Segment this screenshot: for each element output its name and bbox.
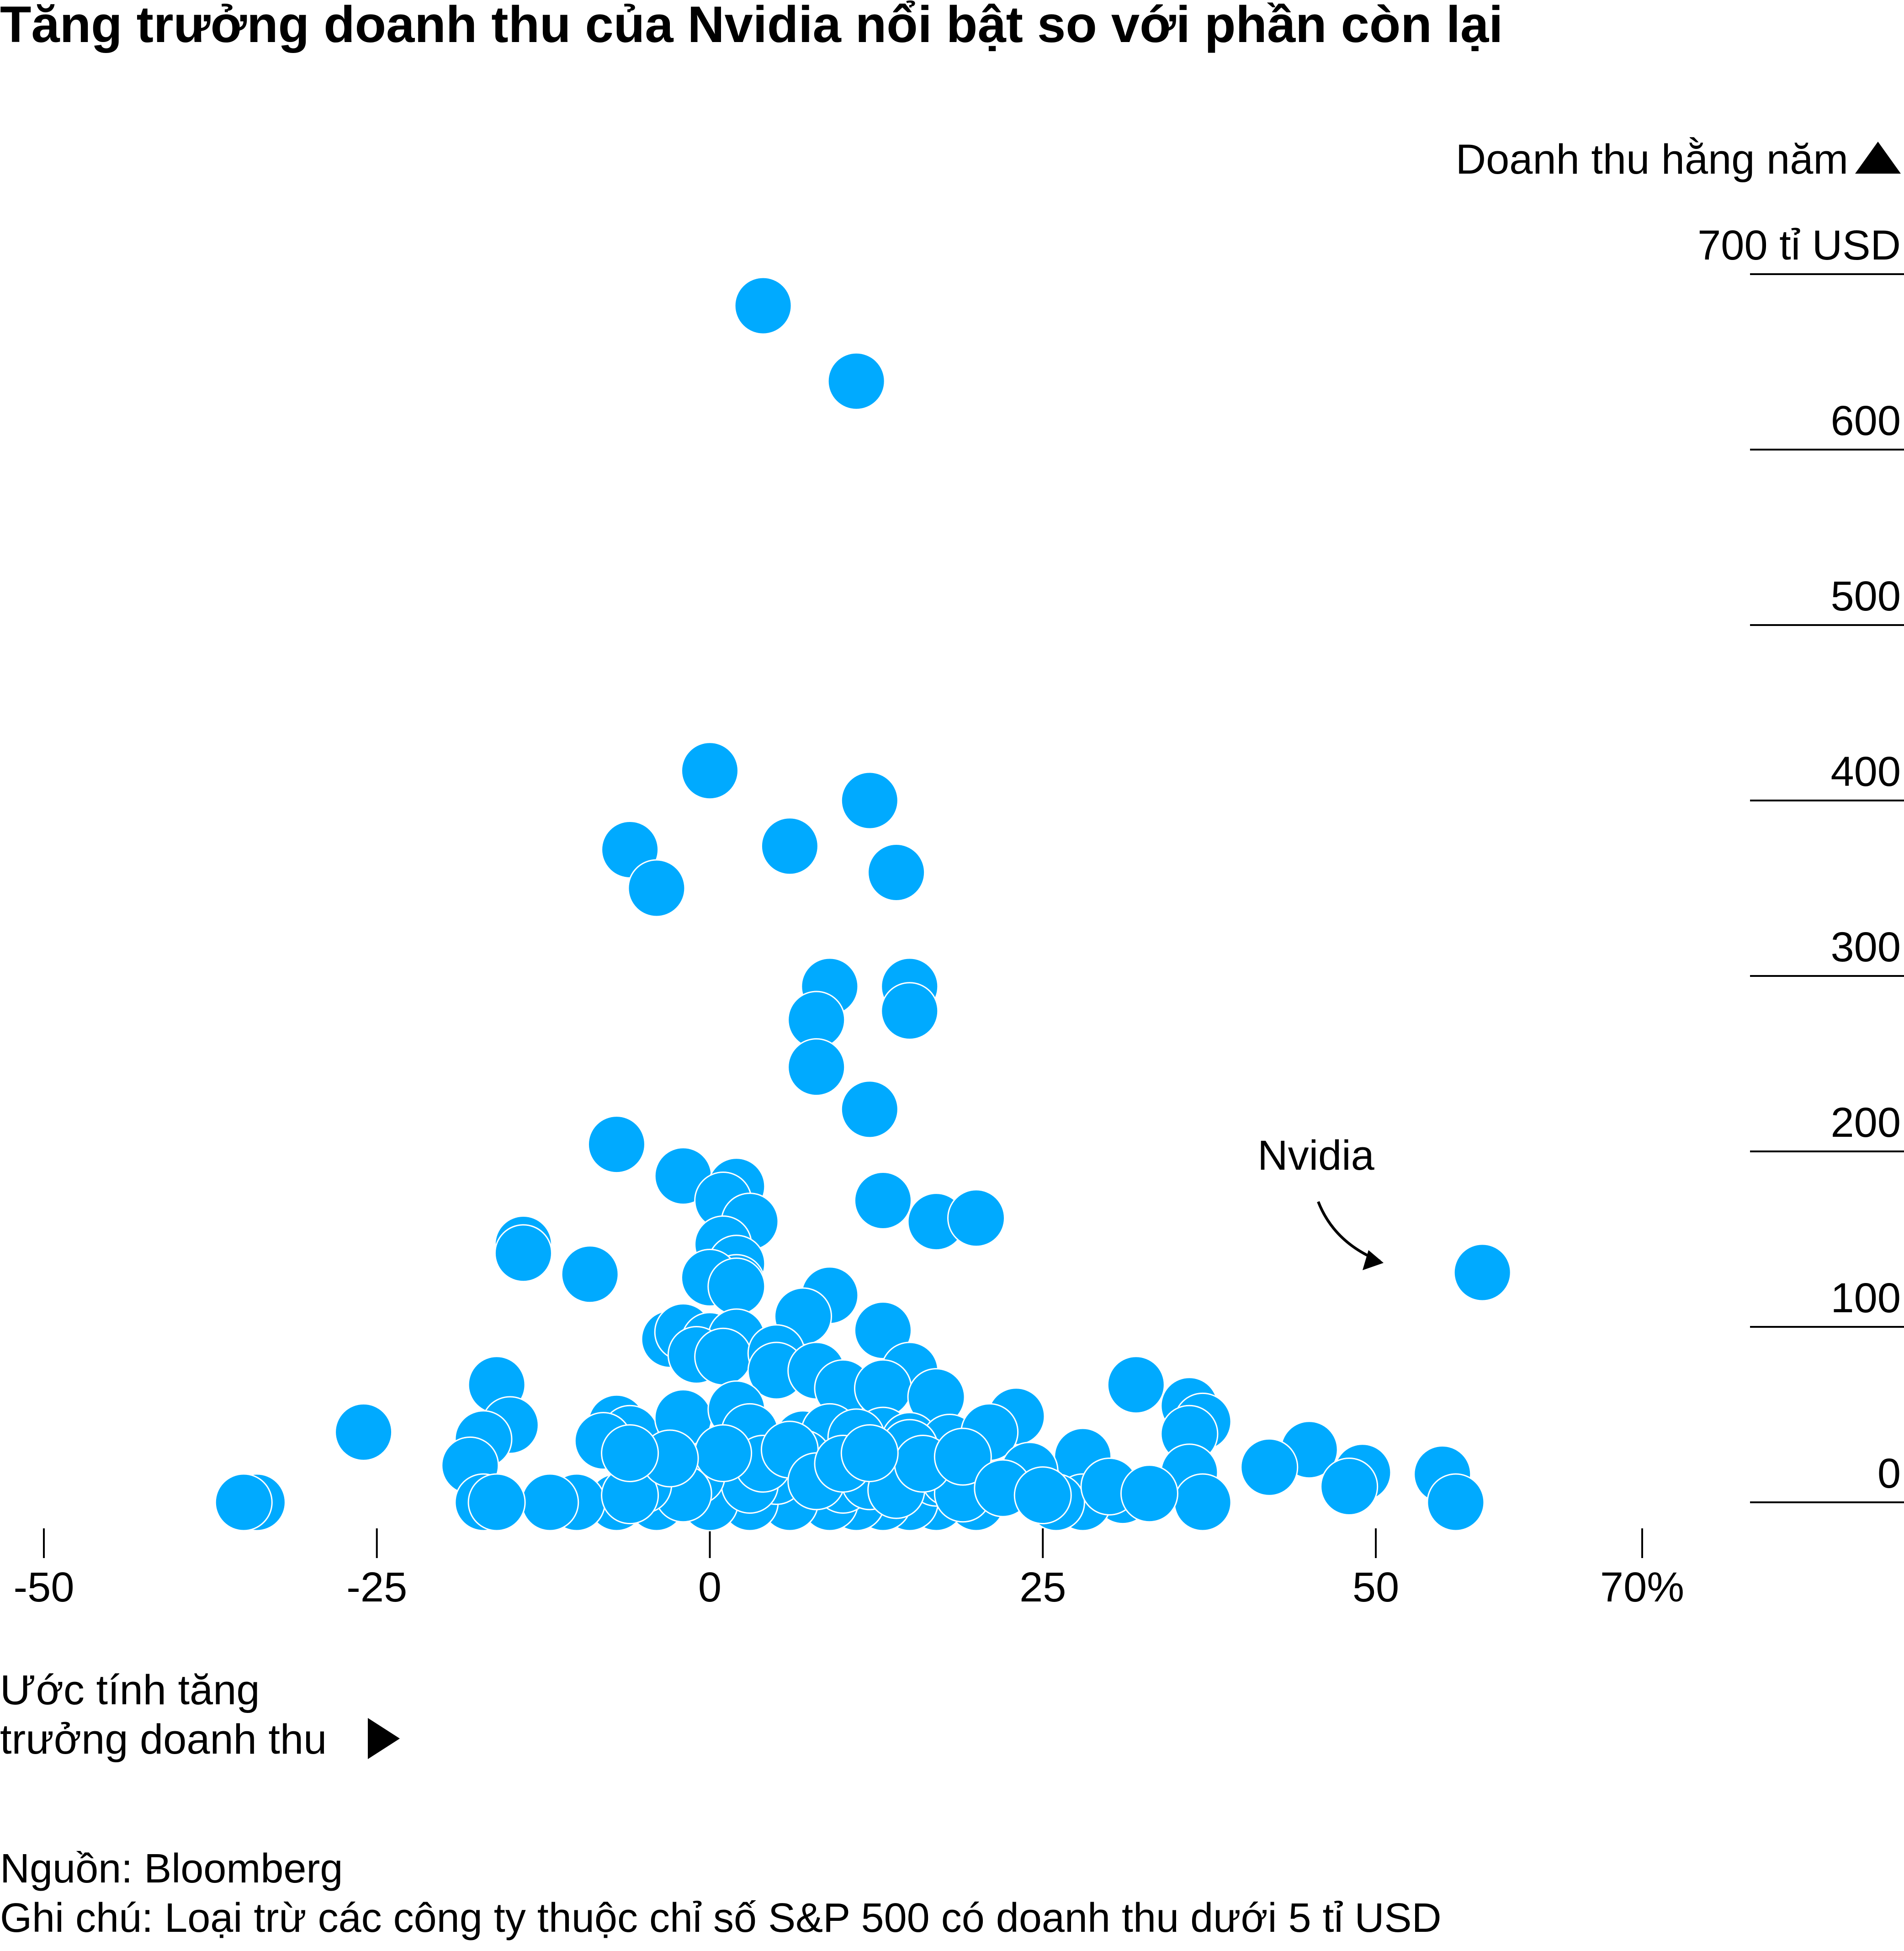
nvidia-annotation: Nvidia	[1257, 1132, 1384, 1270]
company-point	[1013, 1466, 1072, 1525]
company-point	[521, 1473, 579, 1532]
y-axis-title: Doanh thu hằng năm	[1456, 136, 1848, 183]
y-tick-label: 700 tỉ USD	[1697, 222, 1901, 269]
y-tick-label: 500	[1831, 573, 1901, 620]
company-point	[734, 276, 792, 335]
chart-title: Tăng trưởng doanh thu của Nvidia nổi bật…	[0, 0, 1503, 53]
x-axis-title-line-2: trưởng doanh thu	[0, 1716, 327, 1763]
x-axis-right-arrow-icon	[368, 1718, 400, 1759]
company-point	[681, 742, 739, 800]
company-point	[1240, 1438, 1299, 1496]
y-tick-label: 200	[1831, 1099, 1901, 1146]
x-tick-label: 50	[1352, 1564, 1399, 1611]
company-point	[627, 859, 686, 917]
x-tick-label: 25	[1019, 1564, 1066, 1611]
company-point	[1107, 1356, 1165, 1414]
company-point	[1173, 1473, 1232, 1532]
y-tick-labels: 0 100 200 300 400 500 600 700 tỉ USD	[1697, 222, 1901, 1497]
source-note: Nguồn: Bloomberg	[0, 1846, 343, 1892]
x-tick-label: 70%	[1600, 1564, 1684, 1611]
company-point	[1120, 1464, 1178, 1523]
company-point	[1427, 1473, 1485, 1532]
nvidia-arrowhead-icon	[1363, 1250, 1384, 1270]
company-point	[840, 771, 899, 830]
y-tick-label: 400	[1831, 748, 1901, 795]
company-point	[694, 1424, 753, 1482]
company-point	[840, 1080, 899, 1139]
company-point	[214, 1473, 273, 1532]
nvidia-label: Nvidia	[1257, 1132, 1374, 1179]
company-point	[561, 1245, 619, 1304]
company-point	[947, 1189, 1005, 1247]
x-tick-label: 0	[698, 1564, 721, 1611]
y-axis-up-arrow-icon	[1855, 142, 1901, 174]
company-point	[334, 1403, 393, 1461]
x-tick-labels: -50 -25 0 25 50 70%	[14, 1564, 1685, 1611]
company-point	[933, 1427, 992, 1486]
company-point	[880, 982, 939, 1040]
company-point	[587, 1115, 646, 1174]
y-tick-label: 300	[1831, 924, 1901, 970]
company-point	[601, 1424, 659, 1482]
nvidia-point	[1453, 1243, 1512, 1302]
company-point	[467, 1473, 526, 1532]
company-point	[494, 1224, 552, 1283]
y-tick-label: 0	[1877, 1450, 1901, 1497]
company-point	[840, 1424, 899, 1482]
y-tick-label: 100	[1831, 1275, 1901, 1321]
x-axis-title-line-1: Ước tính tăng	[0, 1667, 260, 1713]
company-point	[707, 1257, 766, 1316]
company-points	[214, 276, 1512, 1532]
x-tick-label: -25	[346, 1564, 407, 1611]
x-tick-label: -50	[14, 1564, 74, 1611]
x-axis-ticks	[43, 1528, 1643, 1558]
company-point	[760, 817, 819, 875]
footnote: Ghi chú: Loại trừ các công ty thuộc chỉ …	[0, 1895, 1442, 1941]
y-gridlines	[1750, 273, 1904, 1503]
y-tick-label: 600	[1831, 398, 1901, 444]
company-point	[787, 1038, 846, 1097]
company-point	[827, 352, 886, 410]
company-point	[694, 1327, 753, 1386]
company-point	[867, 843, 926, 901]
company-point	[854, 1172, 912, 1230]
company-point	[1320, 1457, 1379, 1516]
